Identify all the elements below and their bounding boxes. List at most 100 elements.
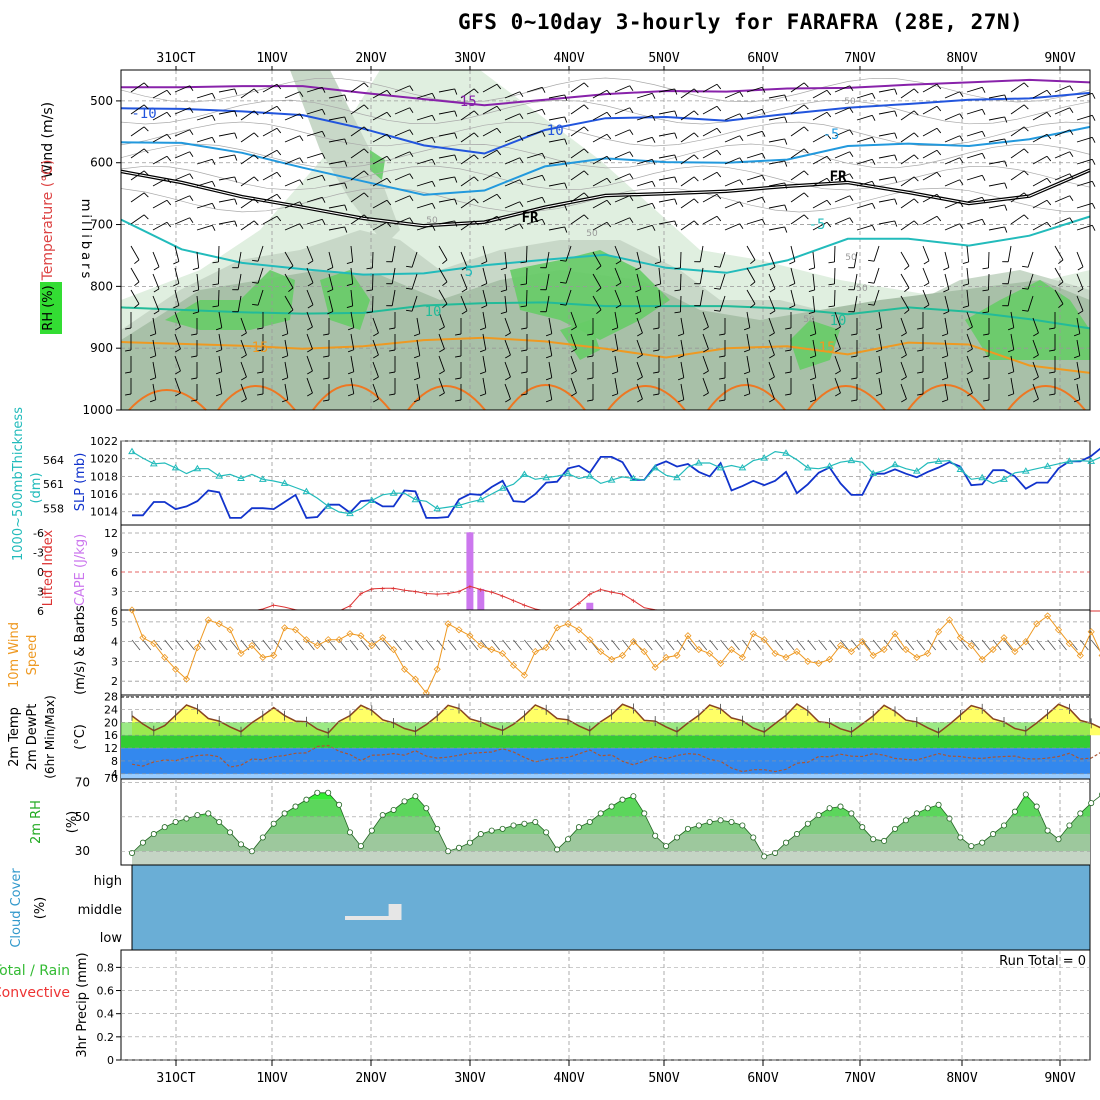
wind-barb [372,221,388,231]
wind-barb-flag [564,116,568,123]
wind-speed-point [575,626,583,634]
rh-point [859,824,866,831]
wind-barb-flag [1069,217,1074,224]
wind-barb-flag [1069,151,1074,158]
wind-speed-point [760,636,768,644]
wind-barb-flag [166,111,172,118]
wind-barb [1054,267,1064,283]
wind-speed-point [204,616,212,624]
wind-barb-flag [211,181,216,187]
wind-barb-flag [1023,170,1029,176]
wind-barb-flag [1007,371,1014,375]
wind-barb [878,220,895,225]
wind-barb-flag [173,261,180,265]
wind-barb [752,639,762,651]
wind-barb [987,251,990,269]
wind-barb [438,88,455,93]
wind-barb [416,202,433,209]
wind-barb [513,639,522,651]
wind-barb-flag [175,370,181,375]
wind-barb [284,157,300,165]
wind-barb-flag [520,261,527,264]
top-date-label: 3NOV [454,51,485,66]
wind-barb-flag [288,309,294,315]
lifted-index-point: + [598,586,603,595]
wind-barb-flag [406,287,413,290]
wind-barb [970,639,980,651]
wind-barb-flag [1073,377,1080,381]
wind-barb-flag [406,265,413,268]
wind-barb [295,639,304,651]
wind-barb-flag [519,135,524,142]
wind-barb-flag [386,155,392,162]
wind-barb-flag [153,266,160,271]
wind-barb-flag [189,217,194,224]
wind-barb [350,289,354,306]
wind-barb [174,217,190,225]
wind-barb [394,107,410,115]
thickness-point [673,473,681,481]
wind-barb-flag [693,220,699,226]
rh-point [826,805,833,812]
precip-total-legend: Total / Rain [0,963,70,979]
wind-barb [658,267,662,284]
thickness-point [564,469,572,477]
wind-barb [548,204,565,209]
top-date-label: 5NOV [648,51,679,66]
wind-barb [1032,177,1048,187]
temperature-contour-15 [120,336,1091,374]
wind-barb-flag [962,261,969,264]
wind-barb [240,154,255,165]
lifted-index-label: Lifted Index [41,529,56,606]
wind-barb-flag [803,192,809,198]
wind-barb-flag [215,327,222,331]
wind-barb [614,151,630,159]
wind-barb [856,180,873,187]
wind-barb-flag [307,348,313,353]
wind-barb-flag [175,392,181,397]
wind-barb [504,339,511,356]
wind-barb [1010,148,1025,159]
wind-speed-point [324,636,332,644]
wind-barb [938,639,947,651]
wind-barb [768,94,785,99]
wind-barb [482,355,487,372]
wind-barb-flag [629,217,634,224]
wind-barb-flag [1091,225,1096,231]
wind-barb [257,267,264,284]
wind-speed-point [531,647,539,656]
rh-point [205,810,212,817]
thickness-point [171,463,180,471]
wind-barb [680,110,695,121]
wind-barb-flag [651,137,656,143]
rh-point [270,820,277,827]
wind-barb-flag [211,137,216,143]
rh-point [390,806,397,813]
rh-point [990,831,997,838]
wind-barb [856,92,873,99]
wind-barb-flag [373,332,379,337]
wind-barb [905,639,915,651]
wind-barb [900,251,910,267]
wind-barb [570,148,585,159]
bottom-date-label: 4NOV [553,1071,584,1086]
wind-barb [545,639,555,651]
wind-barb [237,295,242,312]
wind-barb-flag [959,113,964,120]
wind-barb-flag [1022,287,1029,290]
wind-barb-flag [1022,309,1029,312]
wind-barb [316,639,326,651]
rh-point [793,831,800,838]
wind-speed-point [520,671,528,679]
wind-barb-flag [875,349,882,353]
wind-barb [834,107,850,115]
rh-point [674,834,681,841]
wind-barb-flag [803,82,809,88]
wind-barb-flag [943,289,950,293]
wind-barb-flag [674,176,678,183]
wind-barb [526,174,543,181]
wind-barb-flag [982,311,989,314]
wind-barb-flag [1046,221,1052,228]
lifted-index-point: + [467,582,472,591]
wind-barb [878,110,895,115]
